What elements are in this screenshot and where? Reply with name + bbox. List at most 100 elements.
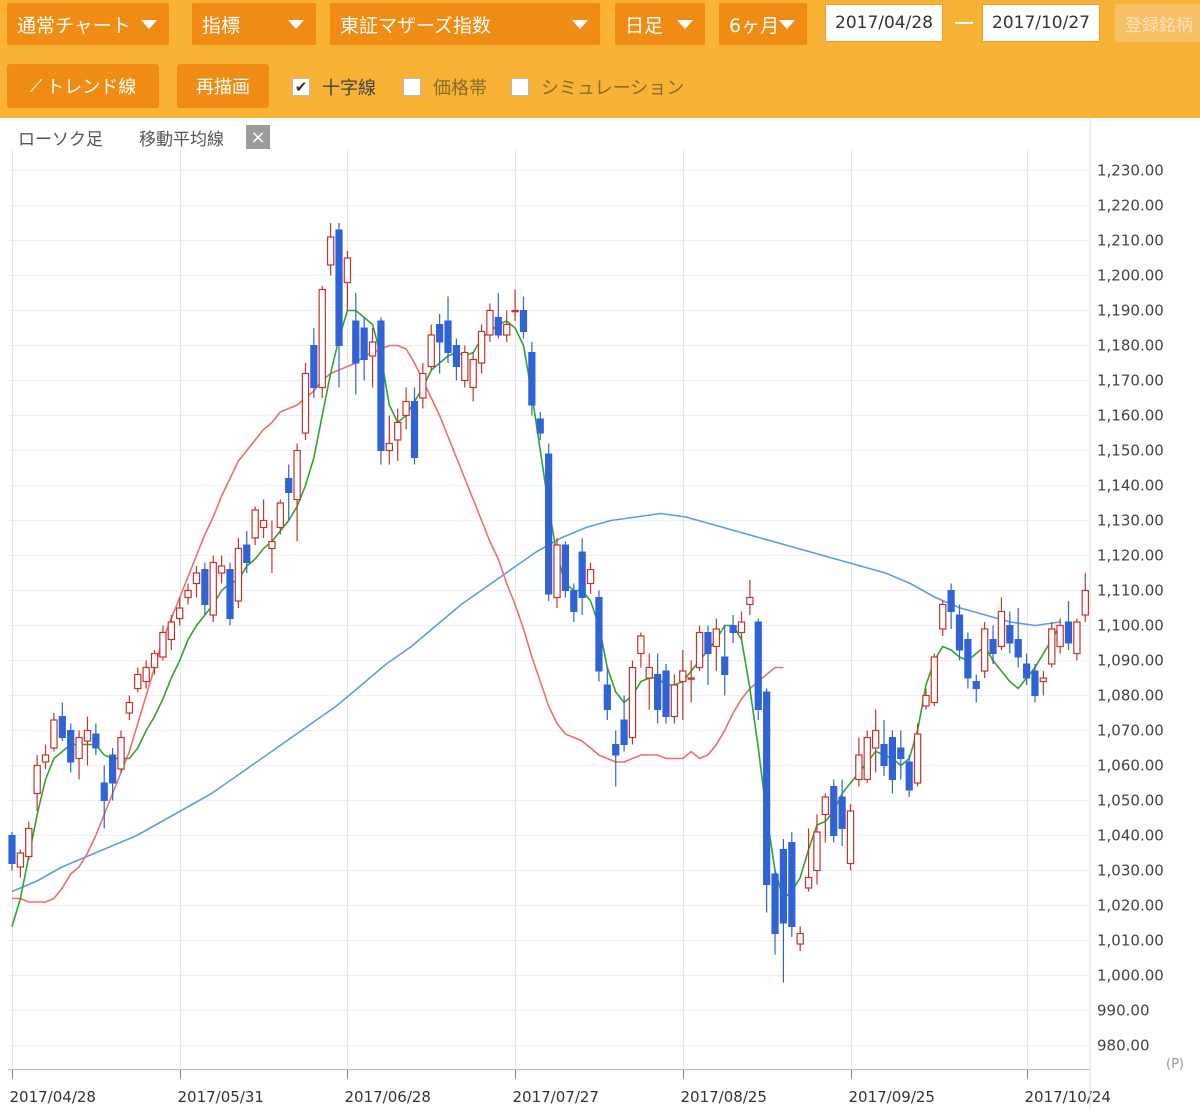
candle-down [1031,664,1039,703]
candle-up [855,737,863,787]
candle-body [251,509,259,539]
candle-down [352,293,360,395]
candle-up [83,716,92,766]
candle-body [586,568,595,585]
range-value: 6ヶ月 [729,14,780,37]
candle-down [1006,611,1014,654]
candle-body [788,842,796,927]
candle-up [209,555,217,622]
chevron-down-icon [288,20,304,29]
candle-down [1064,601,1073,650]
candle-up [25,821,33,860]
candle-body [234,547,243,602]
candle-up [863,730,871,783]
candle-up [746,580,754,615]
candle-down [880,720,888,776]
index-select[interactable]: 東証マザーズ指数 [330,3,600,45]
candle-up [276,499,285,535]
date-to-field[interactable]: 2017/10/27 [982,4,1100,42]
candle-up [670,674,679,724]
candle-up [1081,573,1089,622]
y-tick-label: 1,230.00 [1097,162,1164,180]
candle-body [41,754,50,763]
candle-body [1006,625,1014,644]
candle-up [461,345,469,388]
x-tick-label: 2017/07/27 [513,1088,599,1106]
candle-body [704,632,712,654]
simulation-checkbox[interactable]: シミュレーション [511,74,684,100]
candle-up [796,926,804,951]
candle-body [721,656,729,675]
candle-body [645,666,653,679]
candle-body [519,310,528,332]
legend-moving-average[interactable]: 移動平均線 [139,130,224,150]
candle-down [570,583,578,622]
candle-up [913,723,922,787]
candle-down [1022,653,1031,685]
chart-type-value: 通常チャート [17,14,131,37]
close-icon[interactable]: × [246,125,270,149]
candle-body [779,849,788,924]
candle-up [628,660,637,745]
candle-body [192,572,201,585]
candle-body [964,639,972,679]
candle-down [410,387,419,465]
candle-down [452,338,461,381]
y-tick-label: 990.00 [1097,1002,1150,1020]
candle-body [301,372,310,434]
trend-line-button[interactable]: ⟋ トレンド線 [7,64,159,108]
candle-body [670,684,679,718]
axes: 1,230.00 1,220.00 1,210.00 1,200.00 1,190.00… [8,118,1164,1109]
legend-candles[interactable]: ローソク足 [18,130,103,150]
indicator-select[interactable]: 指標 [192,3,316,45]
candle-body [955,614,964,651]
y-tick-label: 1,050.00 [1097,792,1164,810]
candle-up [930,653,939,706]
candle-down [888,730,897,794]
candle-body [939,603,947,630]
y-tick-label: 1,060.00 [1097,757,1164,775]
candle-body [92,733,100,749]
candle-body [687,677,695,680]
candle-body [1073,621,1081,655]
period-select[interactable]: 日足 [615,3,705,45]
candle-down [335,223,343,388]
candle-body [109,754,117,784]
crosshair-checkbox[interactable]: ✔ 十字線 [292,74,376,100]
chevron-down-icon [141,20,157,29]
candle-down [955,604,964,661]
x-tick-label: 2017/09/25 [849,1088,935,1106]
candle-body [763,691,771,885]
candle-body [553,544,561,599]
y-tick-label: 980.00 [1097,1037,1150,1055]
candle-body [913,733,922,784]
candle-down [595,590,603,682]
candle-body [972,681,980,689]
candle-body [201,569,209,605]
y-tick-label: 1,220.00 [1097,197,1164,215]
candle-body [813,831,821,872]
range-select[interactable]: 6ヶ月 [719,3,807,45]
candles [8,223,1089,983]
chart-type-select[interactable]: 通常チャート [7,3,169,45]
candle-body [469,358,477,389]
y-tick-label: 1,190.00 [1097,302,1164,320]
candle-body [821,796,830,816]
candle-body [461,351,469,382]
candle-body [679,670,687,683]
indicator-value: 指標 [202,14,241,37]
date-from-field[interactable]: 2017/04/28 [825,4,943,42]
chevron-down-icon [572,20,588,29]
candle-body [989,639,997,654]
candle-body [150,652,159,669]
register-button[interactable]: 登録銘柄 [1115,4,1200,42]
candle-up [695,625,704,671]
candle-up [1039,671,1048,696]
candle-body [33,764,41,795]
price-band-checkbox[interactable]: 価格帯 [403,74,487,100]
candle-down [360,317,368,381]
candle-up [394,408,402,461]
candle-down [528,342,536,416]
redraw-button[interactable]: 再描画 [177,64,269,108]
